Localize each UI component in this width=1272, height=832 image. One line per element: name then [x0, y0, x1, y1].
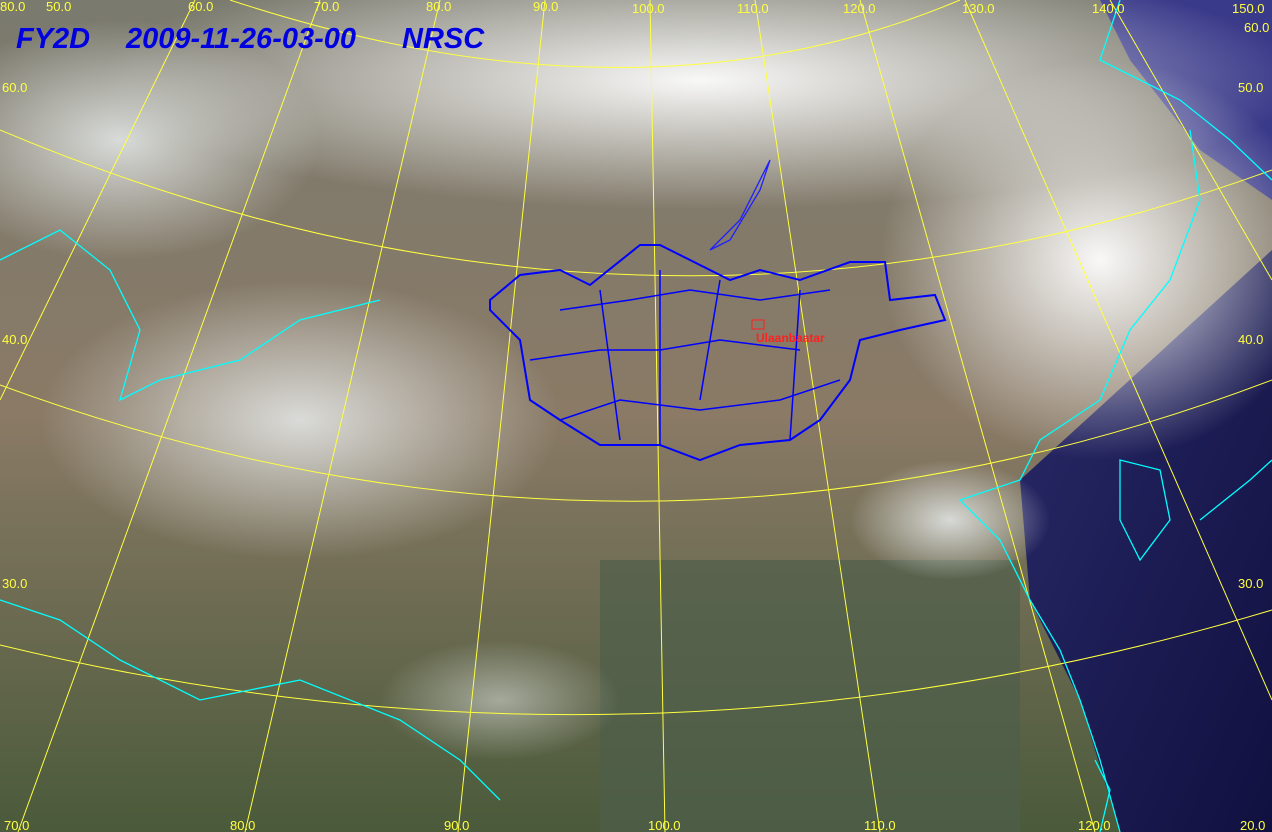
top-label: 150.0 — [1232, 1, 1265, 16]
bottom-label: 20.0 — [1240, 818, 1265, 832]
top-label: 110.0 — [737, 1, 769, 16]
bottom-label: 120.0 — [1078, 818, 1111, 832]
right-label: 60.0 — [1244, 20, 1269, 35]
south-china-land — [600, 560, 1020, 832]
lon-110 — [754, 0, 881, 832]
city-label-ulaanbaatar: Ulaanbaatar — [756, 331, 825, 345]
right-label: 40.0 — [1238, 332, 1263, 347]
left-label: 40.0 — [2, 332, 27, 347]
lat-50 — [0, 129, 1272, 277]
top-label: 130.0 — [962, 1, 995, 16]
bottom-labels: 70.0 80.0 90.0 100.0 110.0 120.0 20.0 — [4, 818, 1265, 832]
left-labels: 60.0 40.0 30.0 — [2, 80, 27, 591]
top-label: 100.0 — [632, 1, 665, 16]
agency-name: NRSC — [402, 23, 485, 55]
lon-90 — [457, 0, 546, 832]
bottom-label: 100.0 — [648, 818, 681, 832]
top-label: 120.0 — [843, 1, 876, 16]
right-label: 30.0 — [1238, 576, 1263, 591]
lon-70 — [17, 0, 321, 832]
top-label: 70.0 — [314, 0, 339, 14]
bottom-label: 80.0 — [230, 818, 255, 832]
mongolia-provinces — [529, 270, 841, 445]
cloud-tibet — [380, 640, 620, 760]
ulaanbaatar-marker — [751, 319, 765, 330]
top-label: 80.0 — [0, 0, 25, 14]
right-labels: 60.0 50.0 40.0 30.0 — [1238, 20, 1269, 591]
cloud-northwest — [0, 20, 320, 260]
top-label: 80.0 — [426, 0, 451, 14]
lon-120 — [859, 0, 1096, 832]
lat-60 — [229, 0, 961, 68]
left-label: 60.0 — [2, 80, 27, 95]
image-title: FY2D 2009-11-26-03-00 NRSC — [16, 23, 485, 55]
bottom-label: 110.0 — [864, 818, 896, 832]
lon-60 — [0, 0, 196, 401]
cloud-korea — [850, 460, 1050, 580]
lon-100 — [649, 0, 666, 832]
bottom-label: 70.0 — [4, 818, 29, 832]
lat-30 — [0, 609, 1272, 716]
mongolia-border — [489, 244, 947, 462]
satellite-name: FY2D — [16, 23, 90, 55]
image-datetime: 2009-11-26-03-00 — [125, 23, 356, 55]
lon-130 — [964, 0, 1272, 701]
left-label: 30.0 — [2, 576, 27, 591]
top-label: 60.0 — [188, 0, 213, 14]
lat-40 — [0, 379, 1272, 502]
bottom-label: 90.0 — [444, 818, 469, 832]
lon-80 — [244, 0, 441, 832]
top-label: 140.0 — [1092, 1, 1125, 16]
cloud-west — [40, 280, 560, 560]
cloud-east — [880, 60, 1272, 460]
right-label: 50.0 — [1238, 80, 1263, 95]
top-label: 50.0 — [46, 0, 71, 14]
top-labels: 80.0 50.0 60.0 70.0 80.0 90.0 100.0 110.… — [0, 0, 1265, 16]
top-label: 90.0 — [533, 0, 558, 14]
